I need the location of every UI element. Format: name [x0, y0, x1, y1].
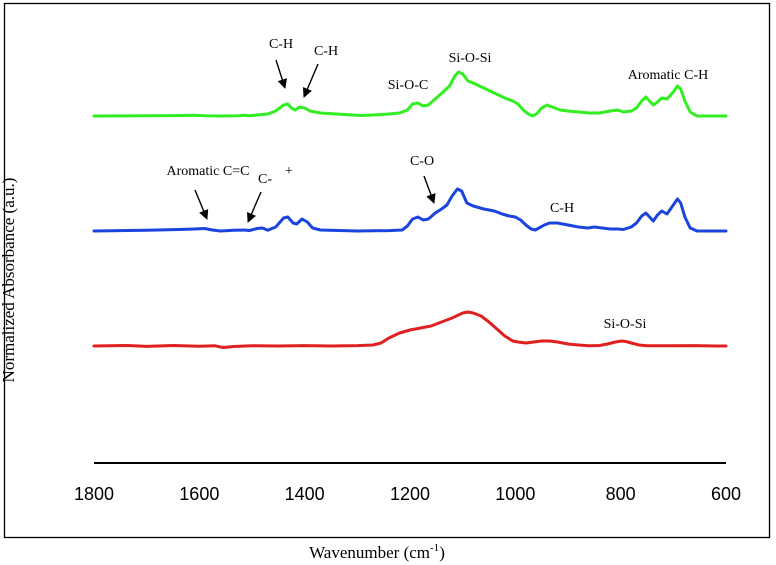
- x-tick-label: 600: [711, 484, 741, 504]
- band-annotations: C-H C-H Si-O-C Si-O-Si Aromatic C-H Aromatic …: [167, 37, 709, 332]
- annotation-label: C-O: [410, 154, 434, 169]
- x-axis-title: Wavenumber (cm-1): [309, 542, 445, 562]
- x-axis-title-main: Wavenumber (cm: [309, 543, 430, 562]
- annotation-arrow: [247, 191, 262, 223]
- annotation-label: Si-O-C: [388, 78, 428, 93]
- y-axis-title: Normalized Absorbance (a.u.): [0, 178, 18, 383]
- series-line-middle: [92, 187, 728, 233]
- x-tick-label: 1000: [495, 484, 535, 504]
- x-tick-label: 1800: [74, 484, 114, 504]
- annotation-label: +: [285, 164, 293, 179]
- annotation-label: C-H: [314, 44, 338, 59]
- annotation-label: C-H: [550, 201, 574, 216]
- spectra: [92, 70, 728, 349]
- series-line-bottom: [92, 310, 728, 349]
- x-tick-label: 1400: [285, 484, 325, 504]
- x-axis-title-close: ): [439, 543, 445, 562]
- series-line-top: [92, 70, 728, 118]
- x-axis-title-superscript: -1: [430, 542, 439, 554]
- annotation-label: Aromatic C=C: [167, 164, 250, 179]
- annotation-arrow: [194, 189, 209, 220]
- annotation-arrow: [423, 175, 436, 204]
- annotation-arrow: [302, 63, 319, 98]
- annotation-label: C-: [258, 172, 272, 187]
- plot-frame: [3, 2, 771, 539]
- x-tick-label: 1600: [179, 484, 219, 504]
- x-tick-label: 800: [606, 484, 636, 504]
- x-tick-label: 1200: [390, 484, 430, 504]
- x-tick-labels: 1800 1600 1400 1200 1000 800 600: [74, 484, 741, 504]
- annotation-label: Si-O-Si: [604, 317, 647, 332]
- annotation-label: Aromatic C-H: [628, 68, 708, 83]
- annotation-arrow: [275, 59, 287, 89]
- annotation-label: Si-O-Si: [449, 51, 492, 66]
- annotation-label: C-H: [269, 37, 293, 52]
